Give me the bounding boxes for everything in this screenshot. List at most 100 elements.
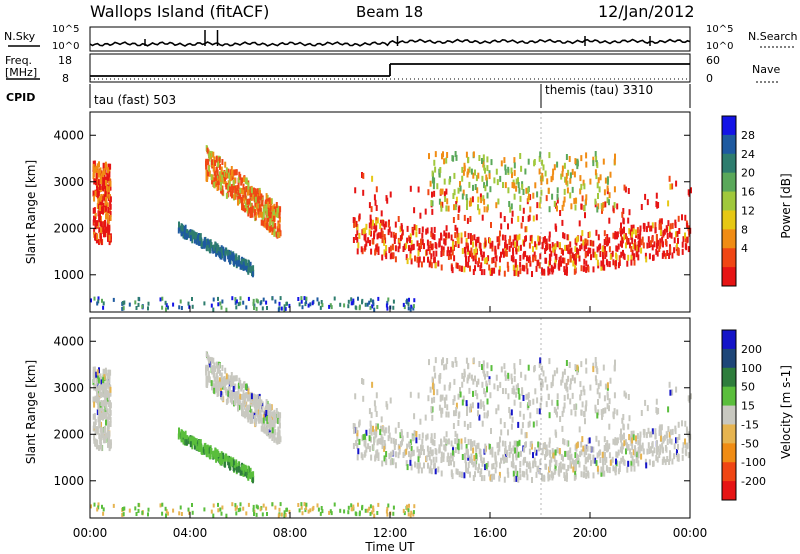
echo-cell xyxy=(102,432,105,439)
echo-cell xyxy=(557,469,560,476)
echo-cell xyxy=(215,166,218,173)
echo-cell xyxy=(575,442,578,449)
echo-cell xyxy=(239,507,242,512)
echo-cell xyxy=(431,232,434,239)
echo-cell xyxy=(316,297,319,302)
echo-cell xyxy=(574,258,577,265)
echo-cell xyxy=(394,427,397,434)
echo-cell xyxy=(374,455,377,462)
echo-cell xyxy=(611,456,614,463)
echo-cell xyxy=(570,409,573,416)
echo-cell xyxy=(612,465,615,472)
echo-cell xyxy=(221,189,224,196)
echo-cell xyxy=(99,420,101,427)
echo-cell xyxy=(553,468,556,475)
echo-cell xyxy=(597,177,600,184)
echo-cell xyxy=(96,191,98,198)
echo-cell xyxy=(475,239,478,246)
echo-cell xyxy=(433,159,436,166)
echo-cell xyxy=(444,196,447,202)
echo-cell xyxy=(103,400,106,407)
echo-cell xyxy=(470,247,473,254)
echo-cell xyxy=(503,476,506,483)
echo-cell xyxy=(249,408,252,415)
echo-cell xyxy=(502,251,505,258)
echo-cell xyxy=(101,383,104,390)
echo-cell xyxy=(301,305,304,310)
echo-cell xyxy=(494,454,497,461)
echo-cell xyxy=(239,187,242,194)
echo-cell xyxy=(450,452,452,459)
noise-left-tick-low: 10^0 xyxy=(52,41,79,52)
power-colorbar-label: Power [dB] xyxy=(779,173,793,238)
echo-cell xyxy=(222,247,224,254)
echo-cell xyxy=(559,461,562,468)
echo-cell xyxy=(432,456,435,463)
echo-cell xyxy=(509,235,512,242)
echo-cell xyxy=(661,236,664,243)
echo-cell xyxy=(242,400,245,407)
echo-cell xyxy=(203,237,206,244)
echo-cell xyxy=(211,384,214,391)
echo-cell xyxy=(362,228,365,235)
echo-cell xyxy=(627,444,630,450)
echo-cell xyxy=(671,252,674,259)
echo-cell xyxy=(222,377,225,383)
velocity-ylabel: Slant Range [km] xyxy=(24,360,38,464)
echo-cell xyxy=(639,238,642,245)
echo-cell xyxy=(539,253,542,260)
echo-cell xyxy=(565,154,568,160)
echo-cell xyxy=(621,434,624,441)
echo-cell xyxy=(242,506,245,511)
echo-cell xyxy=(218,381,221,388)
echo-cell xyxy=(385,245,388,251)
echo-cell xyxy=(613,158,616,165)
echo-cell xyxy=(107,441,109,448)
echo-cell xyxy=(102,380,104,387)
echo-cell xyxy=(450,234,453,241)
echo-cell xyxy=(503,363,506,370)
echo-cell xyxy=(380,232,383,239)
echo-cell xyxy=(563,266,566,273)
echo-cell xyxy=(512,256,515,263)
echo-cell xyxy=(513,162,516,169)
echo-cell xyxy=(240,402,243,409)
echo-cell xyxy=(98,444,100,451)
echo-cell xyxy=(569,254,572,261)
echo-cell xyxy=(556,161,559,168)
echo-cell xyxy=(553,262,556,269)
echo-cell xyxy=(660,432,663,439)
echo-cell xyxy=(199,441,201,447)
echo-cell xyxy=(247,395,249,402)
echo-cell xyxy=(217,161,219,168)
echo-cell xyxy=(401,233,403,240)
echo-cell xyxy=(631,437,634,444)
echo-cell xyxy=(381,237,384,244)
echo-cell xyxy=(329,303,332,308)
echo-cell xyxy=(431,376,434,383)
echo-cell xyxy=(250,191,252,198)
echo-cell xyxy=(109,163,112,170)
echo-cell xyxy=(100,239,103,246)
echo-cell xyxy=(268,198,271,205)
echo-cell xyxy=(471,252,473,259)
echo-cell xyxy=(241,262,244,269)
echo-cell xyxy=(102,207,105,214)
echo-cell xyxy=(207,158,210,165)
echo-cell xyxy=(385,509,388,514)
echo-cell xyxy=(210,380,213,387)
echo-cell xyxy=(528,214,531,221)
echo-cell xyxy=(628,415,631,422)
colorbar-tick-label: -15 xyxy=(741,418,759,431)
echo-cell xyxy=(109,184,112,191)
echo-cell xyxy=(528,420,531,427)
echo-cell xyxy=(441,201,444,208)
echo-cell xyxy=(499,230,501,237)
echo-cell xyxy=(372,299,374,304)
echo-cell xyxy=(477,236,480,243)
echo-cell xyxy=(455,468,458,475)
echo-cell xyxy=(535,449,538,456)
echo-cell xyxy=(221,365,224,371)
echo-cell xyxy=(536,191,539,198)
echo-cell xyxy=(207,170,209,177)
